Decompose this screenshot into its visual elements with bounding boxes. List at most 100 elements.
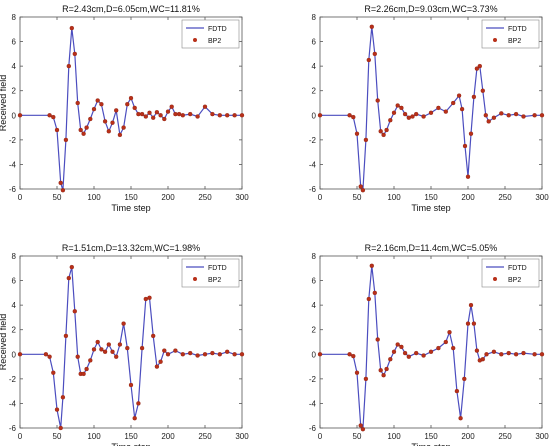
chart-title: R=2.16cm,D=11.4cm,WC=5.05% (365, 243, 498, 253)
series-bp2-marker (91, 347, 97, 352)
series-bp2-marker (125, 102, 130, 107)
series-bp2-marker (465, 321, 471, 326)
x-axis-label: Time step (111, 203, 150, 213)
series-bp2-marker (217, 352, 222, 357)
series-bp2-marker (173, 348, 178, 353)
legend-bp2-swatch (193, 38, 197, 42)
series-bp2-marker (388, 357, 393, 362)
series-bp2-marker (395, 103, 400, 108)
series-bp2-marker (486, 119, 491, 124)
series-bp2-marker (136, 401, 141, 406)
series-bp2-marker (410, 114, 415, 119)
series-bp2-marker (456, 93, 462, 98)
series-bp2-marker (121, 321, 126, 326)
series-bp2-marker (176, 111, 182, 117)
series-bp2-marker (462, 376, 467, 382)
y-tick-label: -4 (309, 399, 317, 408)
series-bp2-marker (443, 109, 448, 114)
series-bp2-marker (147, 110, 152, 115)
y-tick-label: 0 (12, 111, 17, 120)
x-tick-label: 200 (161, 193, 175, 202)
x-tick-label: 0 (18, 432, 23, 441)
series-bp2-marker (436, 345, 441, 351)
x-tick-label: 100 (387, 432, 401, 441)
series-bp2-marker (499, 352, 504, 357)
series-bp2-marker (451, 100, 456, 106)
legend-box (181, 258, 240, 288)
y-tick-label: 8 (312, 252, 317, 261)
series-bp2-marker (354, 131, 360, 136)
series-bp2-marker (384, 366, 389, 372)
legend-bp2-label: BP2 (208, 277, 221, 284)
series-bp2-marker (232, 352, 237, 357)
series-bp2-marker (114, 354, 119, 359)
series-bp2-marker (225, 349, 230, 354)
x-tick-label: 150 (124, 193, 138, 202)
series-bp2-marker (54, 127, 60, 133)
legend-bp2-swatch (493, 38, 497, 42)
y-tick-label: 0 (12, 350, 17, 359)
series-bp2-marker (372, 51, 377, 57)
y-tick-label: 8 (12, 252, 17, 261)
series-bp2-marker (69, 264, 74, 270)
series-bp2-marker (317, 352, 323, 357)
series-bp2-marker (165, 352, 171, 357)
series-bp2-marker (232, 113, 237, 118)
series-bp2-marker (375, 98, 380, 103)
x-tick-label: 250 (198, 193, 212, 202)
series-bp2-marker (399, 344, 404, 350)
x-tick-label: 300 (535, 432, 549, 441)
series-bp2-marker (66, 275, 71, 281)
series-bp2-marker (102, 349, 108, 354)
series-bp2-marker (47, 113, 52, 118)
x-tick-label: 300 (235, 193, 249, 202)
series-bp2-marker (484, 352, 489, 357)
series-bp2-marker (499, 111, 504, 116)
series-bp2-marker (347, 113, 352, 118)
series-bp2-marker (532, 352, 537, 357)
series-bp2-marker (51, 114, 56, 120)
series-bp2-marker (436, 105, 441, 111)
series-bp2-marker (539, 113, 545, 118)
series-bp2-marker (369, 24, 374, 29)
series-bp2-marker (210, 111, 215, 117)
series-bp2-marker (360, 188, 366, 193)
series-bp2-marker (58, 180, 63, 186)
y-tick-label: -4 (9, 399, 17, 408)
series-bp2-marker (158, 359, 163, 364)
legend-fdtd-label: FDTD (208, 265, 227, 272)
y-tick-label: 8 (12, 13, 17, 22)
series-bp2-marker (125, 345, 130, 351)
series-bp2-marker (84, 125, 89, 130)
series-bp2-marker (136, 111, 141, 117)
legend-box (481, 19, 540, 49)
series-bp2-marker (378, 368, 383, 373)
series-bp2-marker (106, 342, 111, 347)
series-bp2-marker (358, 423, 363, 428)
x-tick-label: 50 (53, 432, 62, 441)
series-bp2-marker (354, 370, 360, 375)
series-bp2-marker (106, 129, 111, 134)
series-bp2-marker (491, 349, 497, 354)
series-bp2-marker (202, 104, 208, 109)
legend-fdtd-label: FDTD (508, 265, 527, 272)
series-bp2-marker (506, 113, 511, 118)
y-tick-label: 2 (12, 87, 17, 96)
y-tick-label: 2 (12, 326, 17, 335)
series-bp2-marker (521, 114, 526, 119)
legend-bp2-swatch (193, 277, 197, 281)
series-bp2-marker (110, 349, 115, 354)
series-bp2-marker (151, 115, 156, 120)
series-bp2-marker (388, 118, 393, 123)
series-bp2-marker (17, 113, 23, 118)
series-bp2-marker (81, 371, 86, 377)
chart-title: R=1.51cm,D=13.32cm,WC=1.98% (62, 243, 200, 253)
legend-bp2-label: BP2 (208, 38, 221, 45)
series-bp2-marker (128, 382, 134, 388)
y-tick-label: 4 (12, 301, 17, 310)
series-bp2-marker (366, 57, 371, 63)
x-tick-label: 300 (535, 193, 549, 202)
chart-panel: 0 50 100 150 200 250 300 -6 -4 -2 0 2 4 6 8 R=1.51cm,D=… (0, 243, 249, 446)
series-bp2-marker (47, 354, 52, 359)
series-bp2-marker (180, 352, 185, 357)
